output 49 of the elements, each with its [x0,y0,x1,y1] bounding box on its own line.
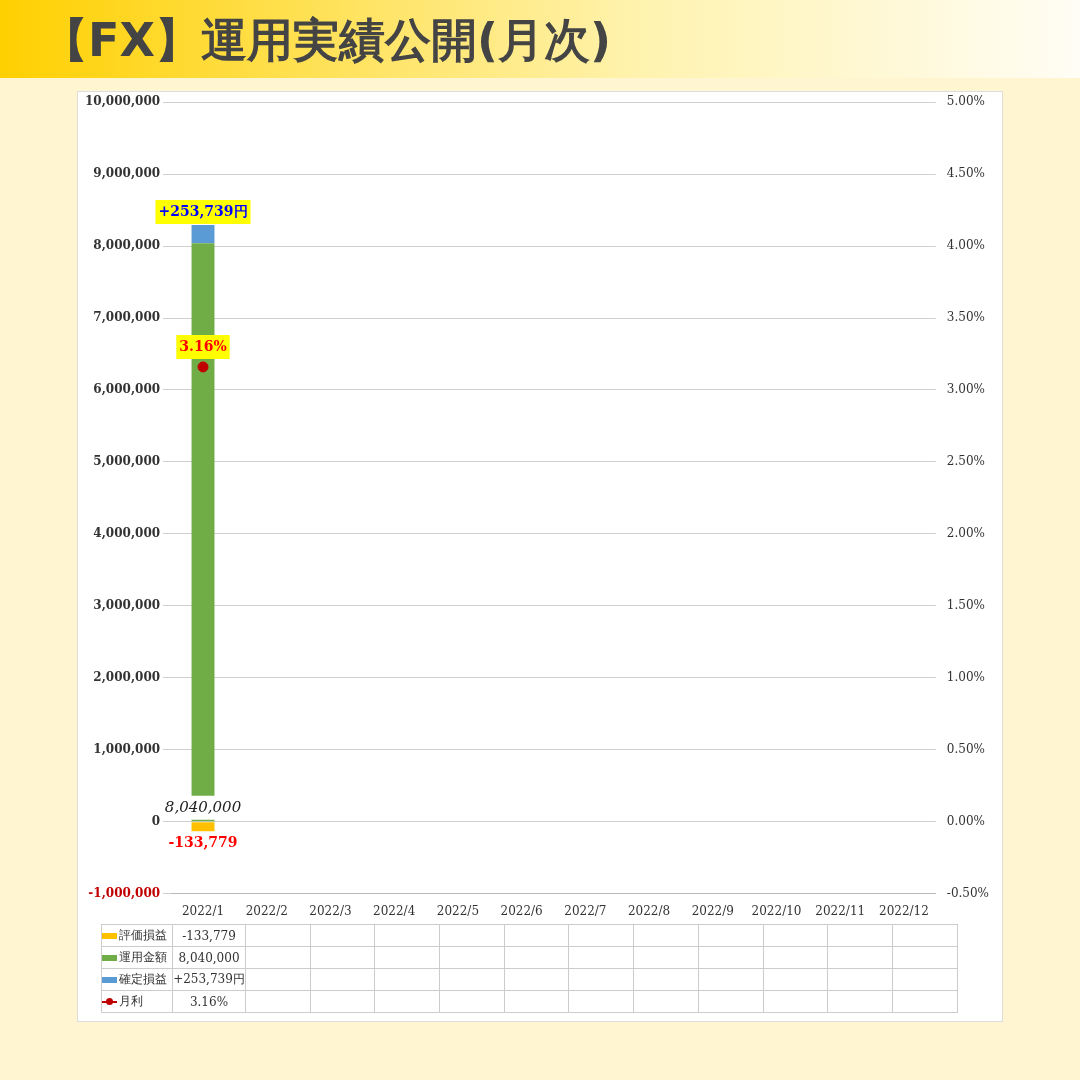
y2-tick-label: 4.50% [946,166,985,181]
data-label: 3.16% [179,337,227,354]
y2-tick-label: 3.50% [946,310,985,325]
y-tick-label: 4,000,000 [93,526,161,540]
legend-label: 月利 [101,990,173,1013]
y2-tick-label: 4.00% [946,238,985,253]
x-tick-label: 2022/10 [751,903,802,918]
legend-label: 確定損益 [101,968,173,991]
y2-tick-label: 0.00% [946,813,985,828]
y-tick-label: 6,000,000 [93,382,161,397]
y-tick-label: 9,000,000 [93,166,161,181]
x-tick-label: 2022/3 [309,903,352,918]
x-tick-label: 2022/7 [564,903,607,918]
x-tick-label: 2022/8 [627,903,671,918]
text: -133,779 [182,928,236,943]
legend-label: 評価損益 [101,924,173,947]
y2-tick-label: 1.00% [946,669,985,684]
y-tick-label: 10,000,000 [85,94,161,109]
y2-tick-label: 1.50% [946,597,985,612]
y-tick-label: 8,000,000 [93,238,161,253]
y-tick-label: 7,000,000 [93,310,161,325]
y2-tick-label: 3.00% [946,382,985,397]
x-tick-label: 2022/11 [815,903,866,918]
y2-tick-label: 0.50% [946,741,985,756]
y2-tick-label: 2.00% [946,526,985,540]
text: +253,739円 [173,972,245,986]
x-tick-label: 2022/9 [691,903,734,918]
y-tick-label: 1,000,000 [93,741,161,756]
x-tick-label: 2022/6 [500,903,543,918]
y2-tick-label: 5.00% [946,94,985,109]
x-tick-label: 2022/1 [181,903,225,918]
text: 8,040,000 [178,950,240,965]
x-tick-label: 2022/2 [245,903,288,918]
data-label: -133,779 [168,833,238,850]
y-tick-label: 0 [151,813,161,828]
y2-tick-label: 2.50% [946,454,985,469]
y2-tick-label: -0.50% [946,885,990,900]
legend-label: 運用金額 [101,946,173,969]
x-tick-label: 2022/12 [879,903,929,918]
y-tick-label: 5,000,000 [93,454,161,469]
data-label: +253,739円 [158,202,248,219]
chart-title: 【FX】運用実績公開(月次) [42,12,611,69]
y-tick-label: 3,000,000 [93,597,161,612]
y-tick-label: 2,000,000 [93,669,161,684]
x-tick-label: 2022/4 [373,903,416,918]
data-label: 8,040,000 [164,797,242,816]
x-tick-label: 2022/5 [436,903,480,918]
y-tick-label: -1,000,000 [88,885,161,900]
text: 3.16% [189,994,229,1009]
